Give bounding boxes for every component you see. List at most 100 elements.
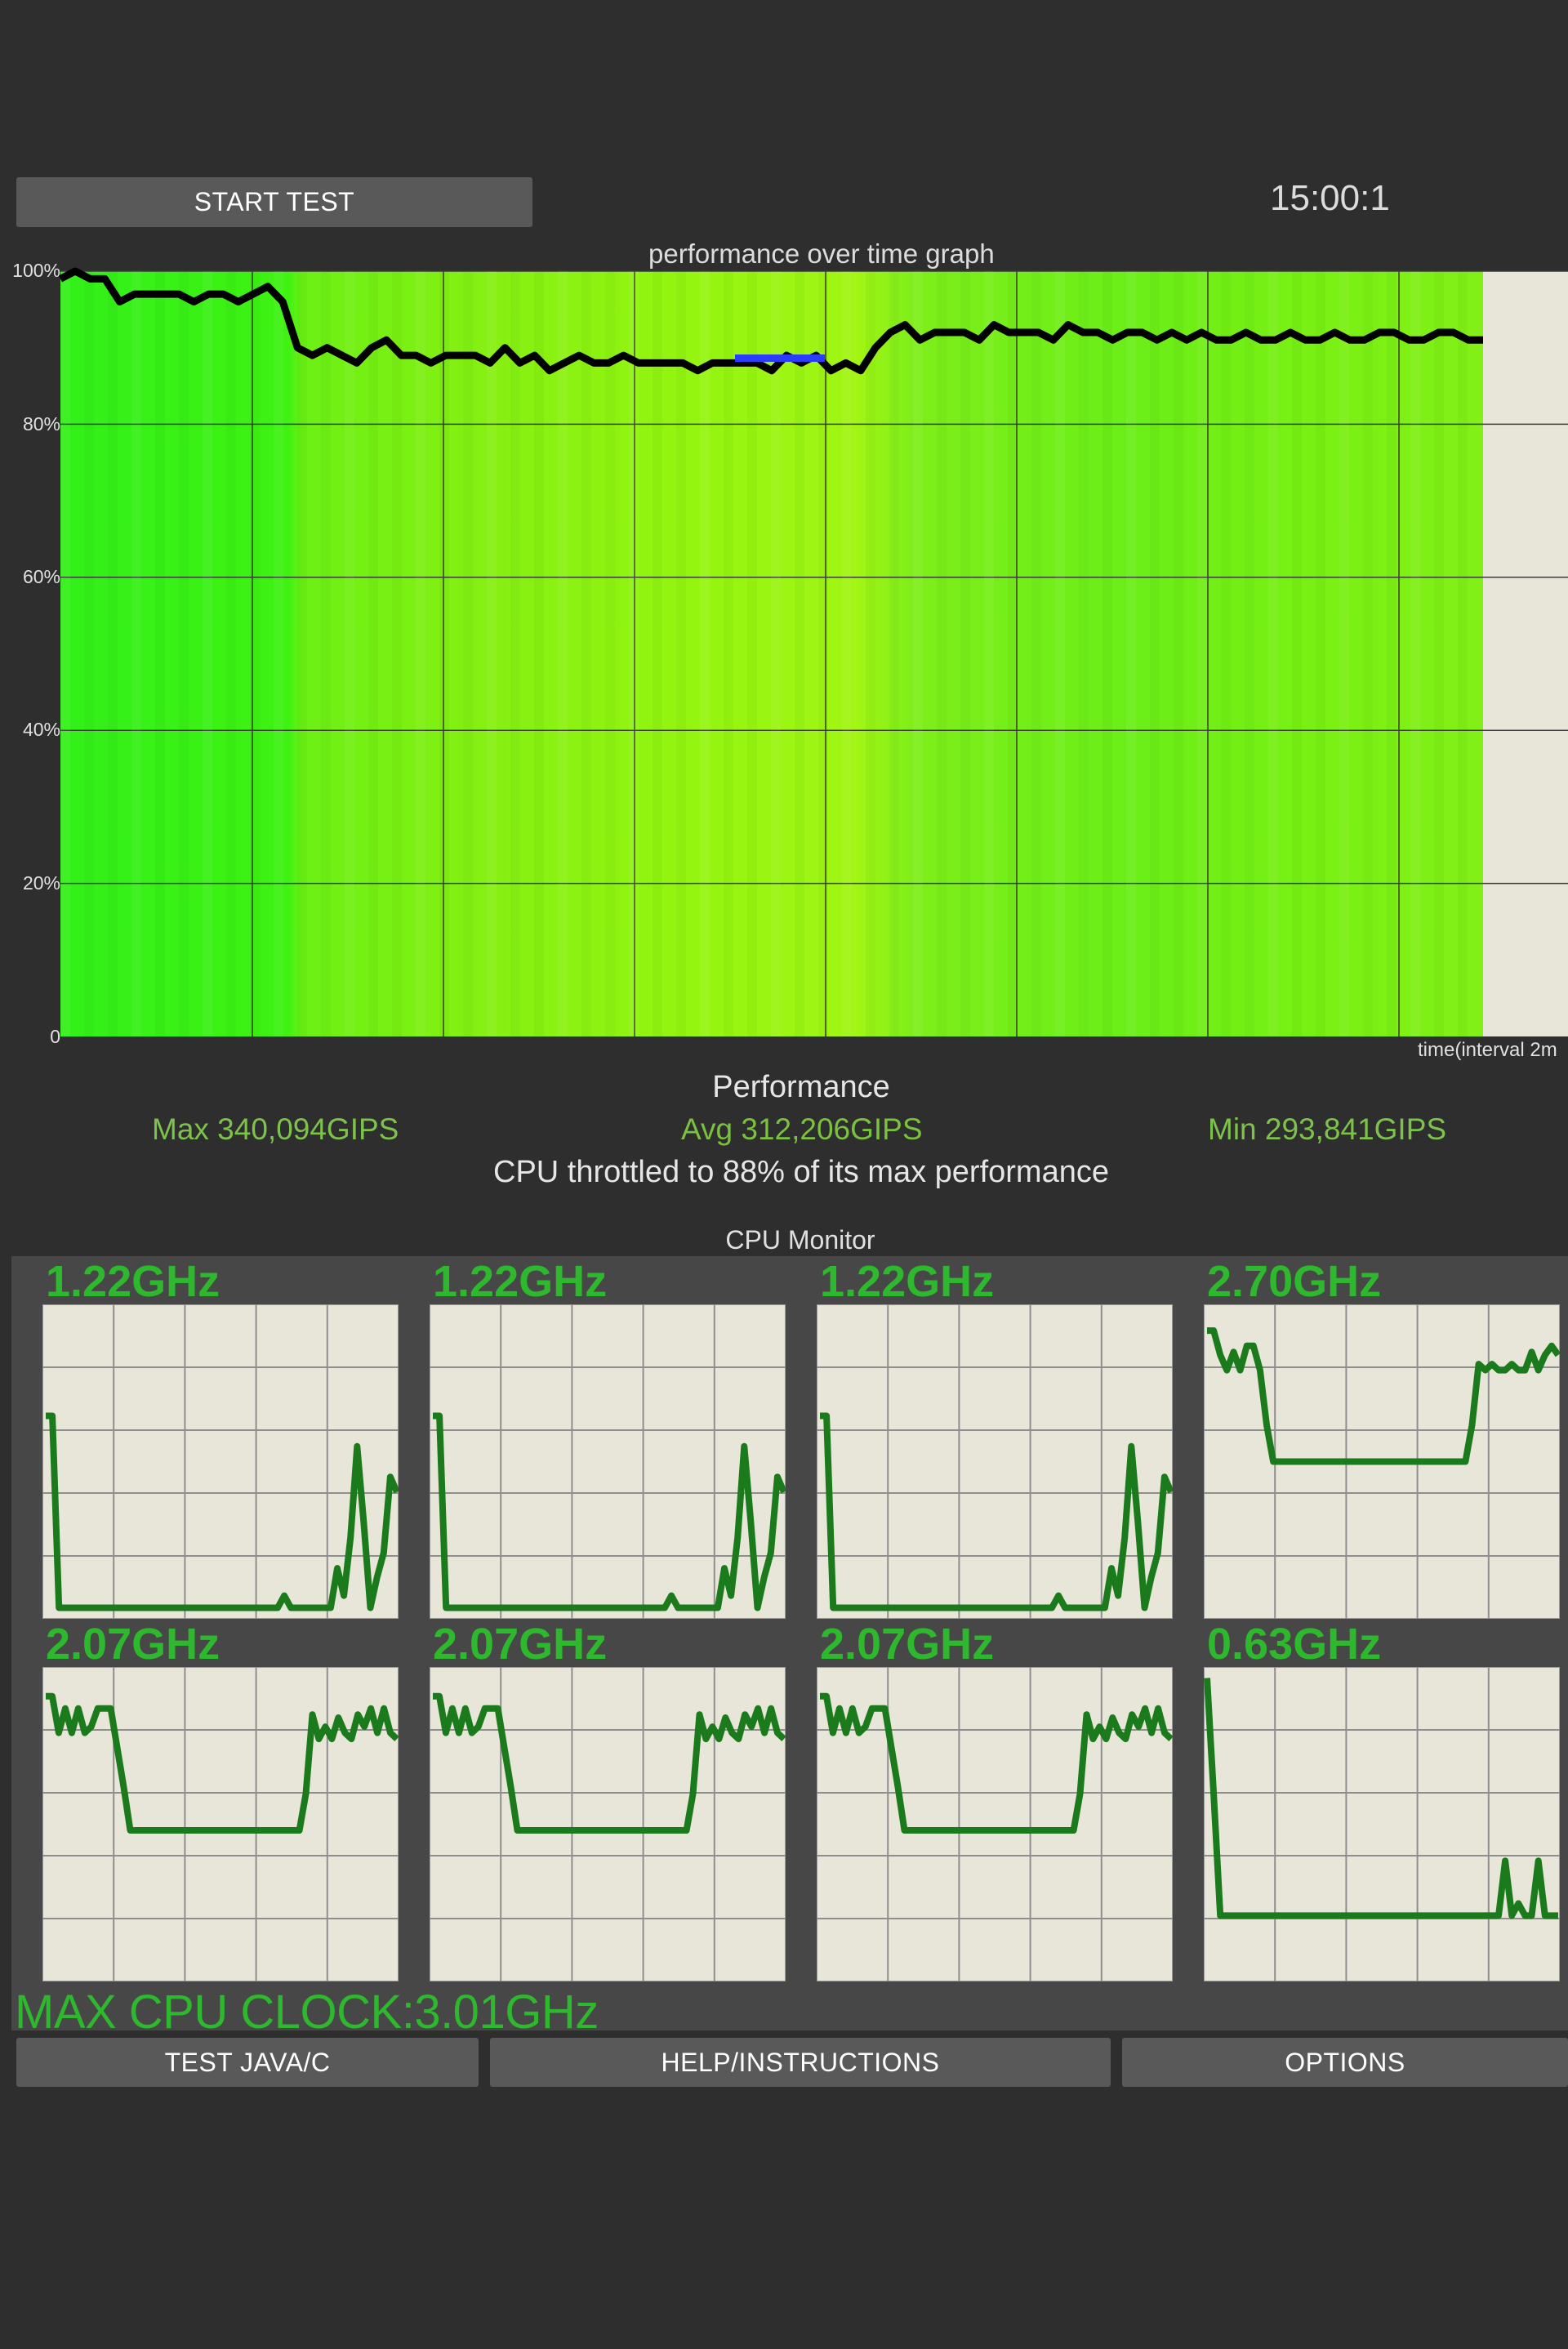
area-stripe <box>84 271 94 1036</box>
y-tick-label: 100% <box>12 260 60 281</box>
throttle-summary: CPU throttled to 88% of its max performa… <box>493 1155 1109 1189</box>
area-stripe <box>250 271 260 1036</box>
core-frequency-label: 1.22GHz <box>46 1257 220 1306</box>
area-stripe <box>795 271 804 1036</box>
area-stripe <box>1174 271 1183 1036</box>
cpu-monitor-title: CPU Monitor <box>725 1225 875 1255</box>
y-tick-label: 40% <box>22 719 60 740</box>
core-frequency-line <box>820 1412 1173 1611</box>
core-frequency-label: 2.07GHz <box>433 1620 608 1669</box>
area-stripe <box>676 271 686 1036</box>
area-stripe <box>1079 271 1089 1036</box>
gridlines <box>60 270 1568 1036</box>
core-graph <box>42 1667 399 1981</box>
area-stripe <box>984 271 994 1036</box>
area-stripe <box>605 271 615 1036</box>
core-graph <box>42 1304 399 1619</box>
area-stripe <box>653 271 662 1036</box>
core-frequency-label: 1.22GHz <box>433 1257 608 1306</box>
area-stripe <box>913 271 923 1036</box>
area-stripe <box>345 271 354 1036</box>
area-stripe <box>1387 271 1396 1036</box>
performance-line <box>58 267 1483 375</box>
area-stripe <box>155 271 165 1036</box>
area-stripe <box>937 271 947 1036</box>
core-graph <box>430 1667 786 1981</box>
core-frequency-line <box>433 1412 786 1611</box>
area-stripe <box>1316 271 1325 1036</box>
test-timer: 15:00:1 <box>1270 178 1390 218</box>
performance-area <box>60 271 1483 1036</box>
y-tick-label: 0 <box>50 1026 60 1047</box>
test-java-c-button[interactable]: TEST JAVA/C <box>16 2038 479 2087</box>
area-stripe <box>1292 271 1302 1036</box>
area-stripe <box>960 271 970 1036</box>
y-tick-label: 60% <box>22 566 60 587</box>
area-stripe <box>1339 271 1349 1036</box>
area-stripe <box>1434 271 1444 1036</box>
area-stripe <box>321 271 331 1036</box>
area-stripe <box>203 271 212 1036</box>
area-stripe <box>1102 271 1112 1036</box>
core-frequency-label: 2.07GHz <box>46 1620 220 1669</box>
options-button[interactable]: OPTIONS <box>1122 2038 1568 2087</box>
area-stripe <box>1031 271 1041 1036</box>
core-graph <box>430 1304 786 1619</box>
area-stripes <box>60 271 1468 1036</box>
area-stripe <box>724 271 733 1036</box>
area-stripe <box>1221 271 1231 1036</box>
core-frequency-label: 2.70GHz <box>1207 1257 1382 1306</box>
y-tick-label: 80% <box>22 413 60 435</box>
area-stripe <box>297 271 307 1036</box>
area-stripe <box>1055 271 1065 1036</box>
area-stripe <box>581 271 591 1036</box>
area-stripe <box>487 271 497 1036</box>
area-stripe <box>558 271 568 1036</box>
help-instructions-button[interactable]: HELP/INSTRUCTIONS <box>490 2038 1111 2087</box>
performance-heading: Performance <box>712 1070 890 1104</box>
core-frequency-line <box>46 1412 399 1611</box>
core-frequency-label: 1.22GHz <box>820 1257 995 1306</box>
area-stripe <box>368 271 378 1036</box>
y-tick-label: 20% <box>22 872 60 894</box>
min-performance: Min 293,841GIPS <box>1208 1112 1447 1146</box>
core-frequency-line <box>433 1692 786 1834</box>
area-stripe <box>534 271 544 1036</box>
area-stripe <box>416 271 425 1036</box>
area-stripe <box>131 271 141 1036</box>
area-stripe <box>108 271 118 1036</box>
area-stripe <box>1410 271 1420 1036</box>
core-frequency-line <box>820 1692 1173 1834</box>
core-frequency-line <box>1204 1678 1558 1919</box>
core-frequency-label: 2.07GHz <box>820 1620 995 1669</box>
area-stripe <box>274 271 283 1036</box>
core-frequency-label: 0.63GHz <box>1207 1620 1382 1669</box>
core-graph <box>1204 1304 1560 1619</box>
area-stripe <box>60 271 70 1036</box>
max-cpu-clock: MAX CPU CLOCK:3.01GHz <box>15 1986 599 2039</box>
area-stripe <box>818 271 828 1036</box>
area-stripe <box>1268 271 1278 1036</box>
area-stripe <box>1126 271 1136 1036</box>
core-frequency-line <box>46 1692 399 1834</box>
area-stripe <box>866 271 875 1036</box>
core-graph <box>817 1667 1173 1981</box>
area-stripe <box>510 271 520 1036</box>
area-stripe <box>463 271 473 1036</box>
core-graph-background <box>1204 1667 1560 1981</box>
area-stripe <box>226 271 236 1036</box>
area-stripe <box>1458 271 1468 1036</box>
avg-performance: Avg 312,206GIPS <box>681 1112 923 1146</box>
graph-title: performance over time graph <box>648 238 995 269</box>
area-stripe <box>1150 271 1160 1036</box>
area-stripe <box>1245 271 1254 1036</box>
area-stripe <box>842 271 852 1036</box>
area-stripe <box>1008 271 1018 1036</box>
max-performance: Max 340,094GIPS <box>152 1112 399 1146</box>
area-stripe <box>179 271 189 1036</box>
area-stripe <box>439 271 449 1036</box>
area-stripe <box>889 271 899 1036</box>
area-stripe <box>392 271 402 1036</box>
start-test-button[interactable]: START TEST <box>16 177 532 227</box>
performance-graph <box>58 267 1568 1036</box>
